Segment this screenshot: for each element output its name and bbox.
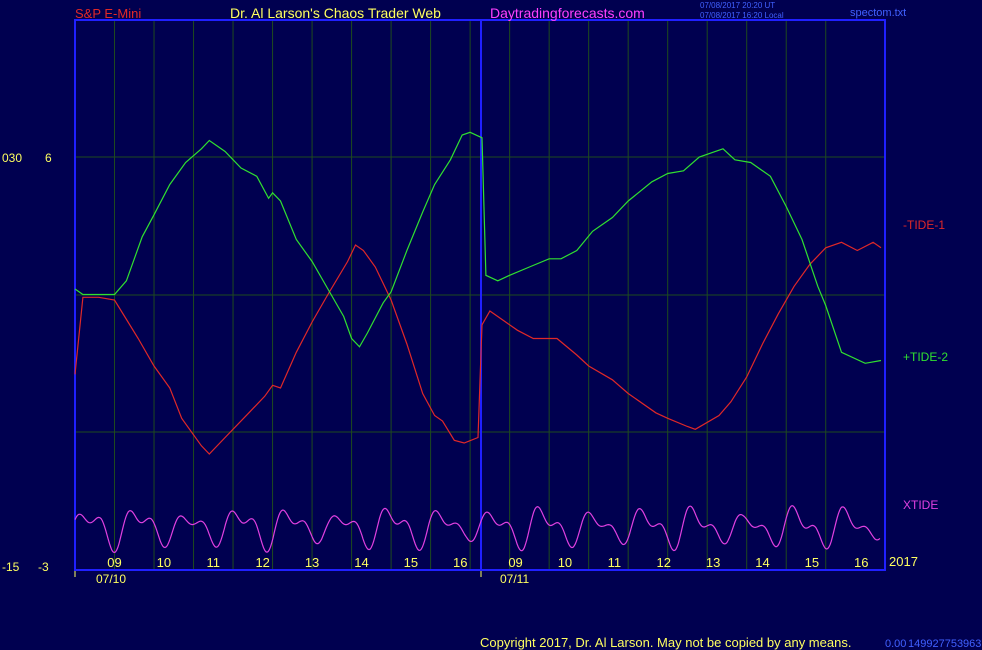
x-tick-label: 16 [453, 555, 467, 570]
series-line-tide-minus [74, 241, 882, 455]
legend-xtide: XTIDE [903, 498, 938, 512]
x-tick-label: 13 [305, 555, 319, 570]
timestamp-ut: 07/08/2017 20:20 UT [700, 1, 775, 10]
x-tick-label: 12 [656, 555, 670, 570]
x-tick-label: 09 [508, 555, 522, 570]
x-tick-label: 14 [755, 555, 769, 570]
y-label-top-a: 030 [2, 151, 22, 165]
x-tick-label: 15 [404, 555, 418, 570]
source-file: spectom.txt [850, 7, 906, 19]
x-tick-label: 10 [558, 555, 572, 570]
year-label: 2017 [889, 554, 918, 569]
legend-tide-plus: +TIDE-2 [903, 350, 948, 364]
footer-id: 1499277539637 [908, 638, 982, 650]
copyright: Copyright 2017, Dr. Al Larson. May not b… [480, 635, 851, 650]
series-line-xtide [74, 505, 881, 554]
timestamp-local: 07/08/2017 16:20 Local [700, 11, 784, 20]
date-label-2: 07/11 [500, 572, 529, 586]
site-title: Dr. Al Larson's Chaos Trader Web [230, 5, 441, 21]
site-url[interactable]: Daytradingforecasts.com [490, 5, 645, 21]
x-tick-label: 09 [107, 555, 121, 570]
date-label-1: 07/10 [96, 572, 126, 586]
instrument-title: S&P E-Mini [75, 6, 141, 21]
y-label-bottom-a: -15 [2, 560, 20, 574]
x-axis-ticks: 09 10 11 12 13 14 15 16 09 10 11 12 13 14 15 16 [74, 555, 869, 577]
footer-code: 0.00 [885, 638, 906, 650]
x-tick-label: 11 [608, 555, 622, 570]
x-tick-label: 14 [354, 555, 368, 570]
series-layer [74, 131, 882, 554]
legend-tide-minus: -TIDE-1 [903, 218, 945, 232]
x-tick-label: 13 [706, 555, 720, 570]
x-tick-label: 11 [207, 555, 221, 570]
grid [75, 20, 885, 570]
series-line-tide-plus [74, 131, 882, 364]
x-tick-label: 15 [805, 555, 819, 570]
x-tick-label: 10 [157, 555, 171, 570]
y-label-top-b: 6 [45, 151, 52, 165]
x-tick-label: 16 [854, 555, 868, 570]
x-tick-label: 12 [255, 555, 269, 570]
y-label-bottom-b: -3 [38, 560, 49, 574]
